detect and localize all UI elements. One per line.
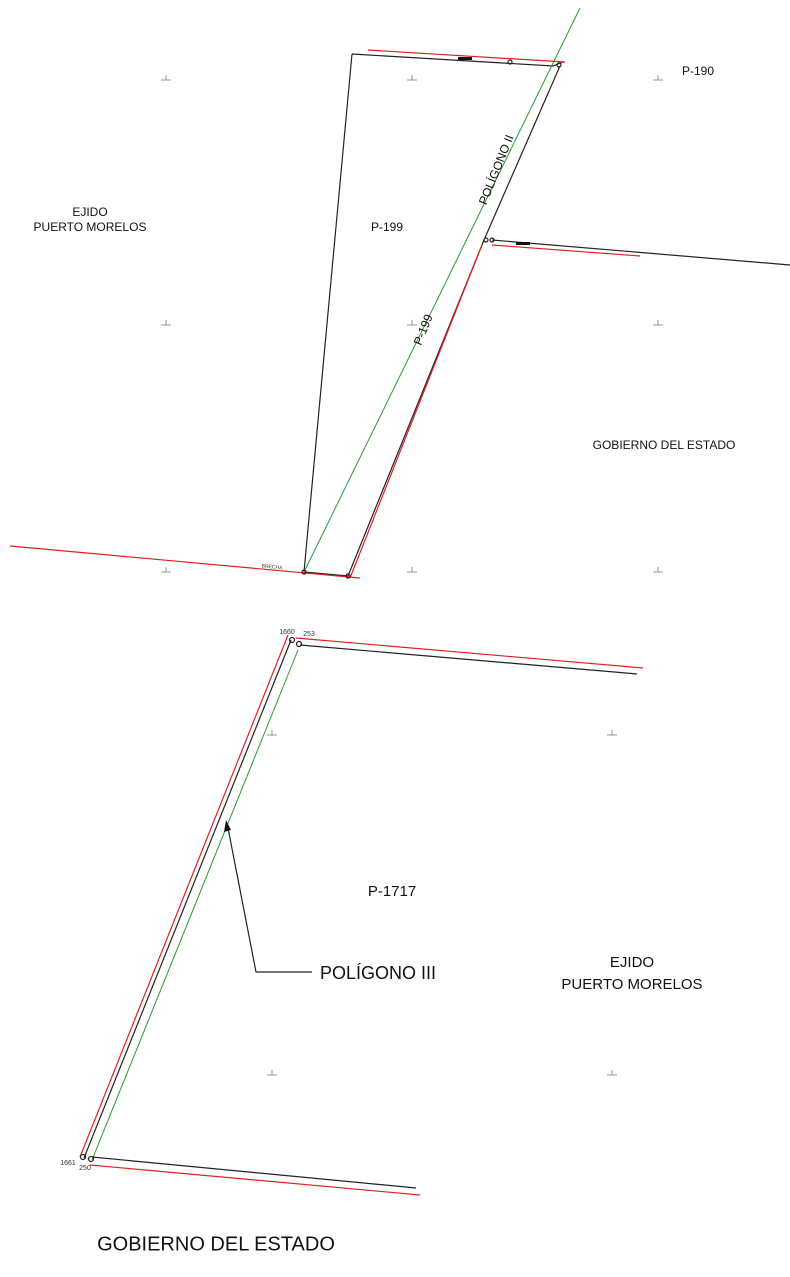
crosshairs [161, 75, 663, 1076]
point-label: 1660 [279, 629, 295, 636]
area-label: GOBIERNO DEL ESTADO [97, 1233, 335, 1255]
polygon-label: POLÍGONO III [320, 963, 436, 983]
area-label: EJIDO [610, 954, 654, 971]
parcel-label: P-190 [682, 64, 714, 78]
area-label: PUERTO MORELOS [34, 220, 147, 234]
area-label: EJIDO [72, 205, 107, 219]
top-parcel-lines [9, 7, 790, 579]
point-label: 250 [79, 1165, 91, 1172]
polygon-label: POLÍGONO II [475, 132, 517, 206]
area-label: PUERTO MORELOS [561, 976, 702, 993]
road-label: BRECHA [261, 563, 283, 571]
bottom-parcel-lines [79, 634, 644, 1196]
area-label: GOBIERNO DEL ESTADO [593, 438, 736, 452]
point-label: 1661 [60, 1160, 76, 1167]
parcel-label: P-1717 [368, 883, 416, 900]
parcel-label: P-199 [371, 220, 403, 234]
point-label: 253 [303, 631, 315, 638]
parcel-label: P-199 [411, 312, 436, 347]
